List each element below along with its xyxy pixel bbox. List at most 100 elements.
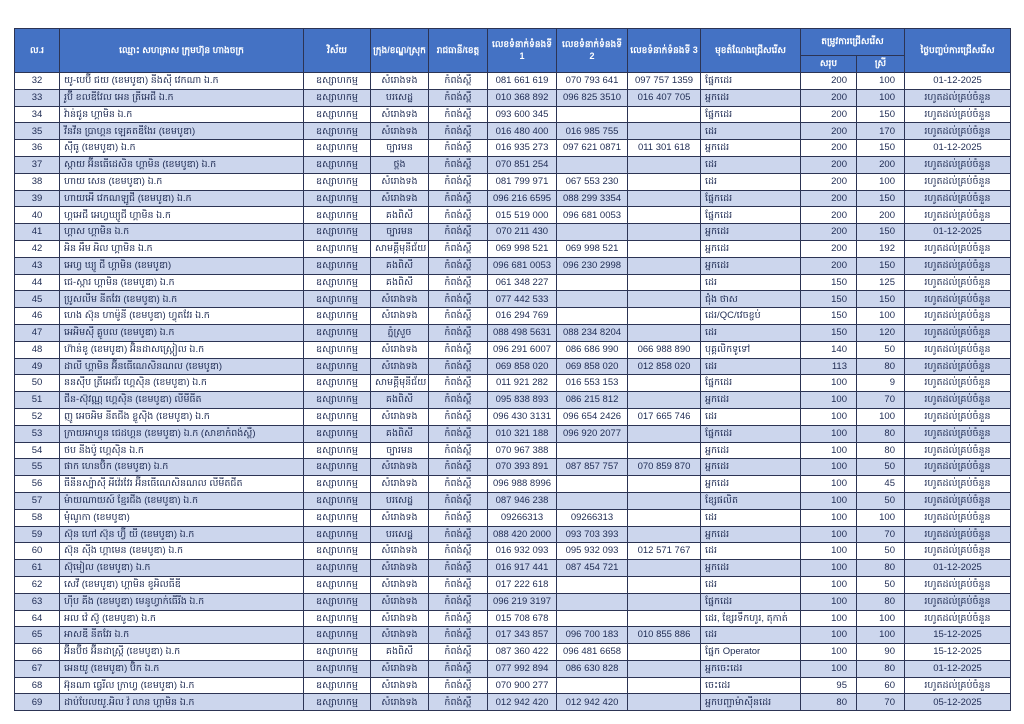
cell-company-name: ម៉ាយណាយស៍ ខ្មែរជីង (ខេមបូឌា) ឯ.ក: [59, 491, 304, 510]
cell-sector: ឧស្សាហកម្ម: [303, 189, 371, 208]
table-row: 66 អ៊ីនប៊ីថ អ៊ីនដាស្ត្រី (ខេមបូឌា) ឯ.ក ឧ…: [14, 643, 1011, 661]
cell-province: កំពង់ស្ពឺ: [428, 693, 488, 712]
cell-phone1: 087 360 422: [487, 643, 557, 661]
table-row: 39 ហាយអើ វេកណឡូជី (ខេមបូឌា) ឯ.ក ឧស្សាហកម…: [14, 189, 1011, 208]
cell-sector: ឧស្សាហកម្ម: [303, 609, 371, 628]
cell-district: សំរោងទង: [370, 407, 429, 426]
cell-phone1: 077 442 533: [487, 290, 557, 309]
cell-total: 200: [800, 223, 857, 241]
cell-sector: ឧស្សាហកម្ម: [303, 256, 371, 275]
cell-phone3: [627, 575, 701, 594]
table-row: 52 ញូ អេចអិម នីតជីង ខ្លូស៊ិង (ខេមបូឌា) ឯ…: [14, 407, 1011, 426]
cell-phone3: [627, 643, 701, 661]
header-phone1: លេខទំនាក់ទំនងទី 1: [487, 28, 557, 73]
cell-deadline: រហូតដល់គ្រប់ចំនួន: [904, 206, 1011, 225]
cell-company-name: ហ៊ីប គីង (ខេមបូឌា) មេនូហ្វាក់ធើរីង ឯ.ក: [59, 592, 304, 611]
cell-total: 100: [800, 407, 857, 426]
cell-phone3: [627, 273, 701, 292]
cell-total: 200: [800, 189, 857, 208]
cell-female: 100: [856, 609, 905, 628]
cell-province: កំពង់ស្ពឺ: [428, 525, 488, 544]
cell-position: អ្នកដេរ: [700, 139, 801, 157]
cell-phone3: [627, 592, 701, 611]
cell-total: 200: [800, 88, 857, 107]
cell-sector: ឧស្សាហកម្ម: [303, 155, 371, 174]
cell-district: សំរោងទង: [370, 592, 429, 611]
cell-deadline: 01-12-2025: [904, 659, 1011, 678]
table-row: 34 វ៉ាន់ជូន ហ្គាមិន ឯ.ក ឧស្សាហកម្ម សំរោង…: [14, 105, 1011, 124]
cell-female: 100: [856, 626, 905, 645]
cell-total: 100: [800, 458, 857, 477]
cell-sector: ឧស្សាហកម្ម: [303, 424, 371, 443]
cell-total: 140: [800, 340, 857, 359]
cell-sector: ឧស្សាហកម្ម: [303, 206, 371, 225]
cell-district: ច្បារមន: [370, 223, 429, 241]
header-phone2: លេខទំនាក់ទំនងទី 2: [556, 28, 628, 73]
cell-sector: ឧស្សាហកម្ម: [303, 575, 371, 594]
cell-sector: ឧស្សាហកម្ម: [303, 659, 371, 678]
cell-phone3: 097 757 1359: [627, 72, 701, 90]
cell-company-name: ហ្គាស ហ្គាមិន ឯ.ក: [59, 223, 304, 241]
cell-company-name: ហាយអើ វេកណឡូជី (ខេមបូឌា) ឯ.ក: [59, 189, 304, 208]
cell-phone1: 077 992 894: [487, 659, 557, 678]
cell-position: ខ្សែផលិត: [700, 491, 801, 510]
cell-province: កំពង់ស្ពឺ: [428, 609, 488, 628]
cell-phone1: 070 211 430: [487, 223, 557, 241]
cell-phone3: [627, 122, 701, 141]
cell-sector: ឧស្សាហកម្ម: [303, 391, 371, 409]
table-row: 44 ជេ-ស្ការ ហ្គាមិន (ខេមបូឌា) ឯ.ក ឧស្សាហ…: [14, 273, 1011, 292]
cell-province: កំពង់ស្ពឺ: [428, 676, 488, 695]
cell-no: 33: [14, 88, 60, 107]
cell-province: កំពង់ស្ពឺ: [428, 592, 488, 611]
cell-phone1: 081 661 619: [487, 72, 557, 90]
cell-company-name: ហាយ សេន (ខេមបូឌា) ឯ.ក: [59, 172, 304, 191]
cell-position: ដេរ: [700, 626, 801, 645]
table-row: 53 ក្រាយអាហ្វុន ជេដហ្គន (ខេមបូឌា) ឯ.ក (ស…: [14, 424, 1011, 443]
cell-total: 200: [800, 206, 857, 225]
cell-district: សំរោងទង: [370, 542, 429, 561]
cell-position: អ្នកដេរ: [700, 391, 801, 409]
cell-province: កំពង់ស្ពឺ: [428, 626, 488, 645]
cell-female: 150: [856, 189, 905, 208]
cell-total: 200: [800, 72, 857, 90]
cell-female: 50: [856, 340, 905, 359]
table-row: 37 ស្កាយ អ៊ីនធើដេសិន ហ្គាមិន (ខេមបូឌា) ឯ…: [14, 155, 1011, 174]
cell-no: 64: [14, 609, 60, 628]
cell-total: 150: [800, 290, 857, 309]
cell-deadline: រហូតដល់គ្រប់ចំនួន: [904, 475, 1011, 493]
cell-province: កំពង់ស្ពឺ: [428, 340, 488, 359]
cell-company-name: អិន អឹម អិល ហ្គាមិន ឯ.ក: [59, 239, 304, 258]
cell-province: កំពង់ស្ពឺ: [428, 374, 488, 393]
cell-district: បរសេដ្ឋ: [370, 88, 429, 107]
cell-total: 100: [800, 508, 857, 527]
cell-phone2: 012 942 420: [556, 693, 628, 712]
cell-company-name: ដាប់បែលយូ.អិល វ៉ លាន ហ្គាមិន ឯ.ក: [59, 693, 304, 712]
cell-district: សំរោងទង: [370, 72, 429, 90]
cell-company-name: ហ្គអេជី អេហ្វឃ្យូជី ហ្គាមិន ឯ.ក: [59, 206, 304, 225]
cell-female: 45: [856, 475, 905, 493]
cell-phone3: 012 571 767: [627, 542, 701, 561]
cell-phone3: [627, 323, 701, 342]
cell-district: សំរោងទង: [370, 693, 429, 712]
cell-phone2: [556, 105, 628, 124]
cell-female: 50: [856, 458, 905, 477]
cell-phone1: 096 219 3197: [487, 592, 557, 611]
cell-female: 170: [856, 122, 905, 141]
cell-female: 80: [856, 592, 905, 611]
cell-phone3: 011 301 618: [627, 139, 701, 157]
cell-phone3: 016 407 705: [627, 88, 701, 107]
cell-sector: ឧស្សាហកម្ម: [303, 72, 371, 90]
cell-no: 40: [14, 206, 60, 225]
cell-deadline: រហូតដល់គ្រប់ចំនួន: [904, 189, 1011, 208]
cell-deadline: រហូតដល់គ្រប់ចំនួន: [904, 575, 1011, 594]
cell-province: កំពង់ស្ពឺ: [428, 391, 488, 409]
cell-deadline: 01-12-2025: [904, 223, 1011, 241]
cell-total: 200: [800, 256, 857, 275]
cell-no: 69: [14, 693, 60, 712]
cell-phone2: 096 825 3510: [556, 88, 628, 107]
cell-no: 56: [14, 475, 60, 493]
cell-female: 90: [856, 643, 905, 661]
header-deadline: ថ្ងៃបញ្ចប់ការជ្រើសរើស: [904, 28, 1011, 73]
table-body: 32 យូ-បេប៊ី ជយ (ខេមបូឌា) នីងស៊ី វេកណា ឯ.…: [14, 72, 1011, 712]
cell-sector: ឧស្សាហកម្ម: [303, 357, 371, 376]
